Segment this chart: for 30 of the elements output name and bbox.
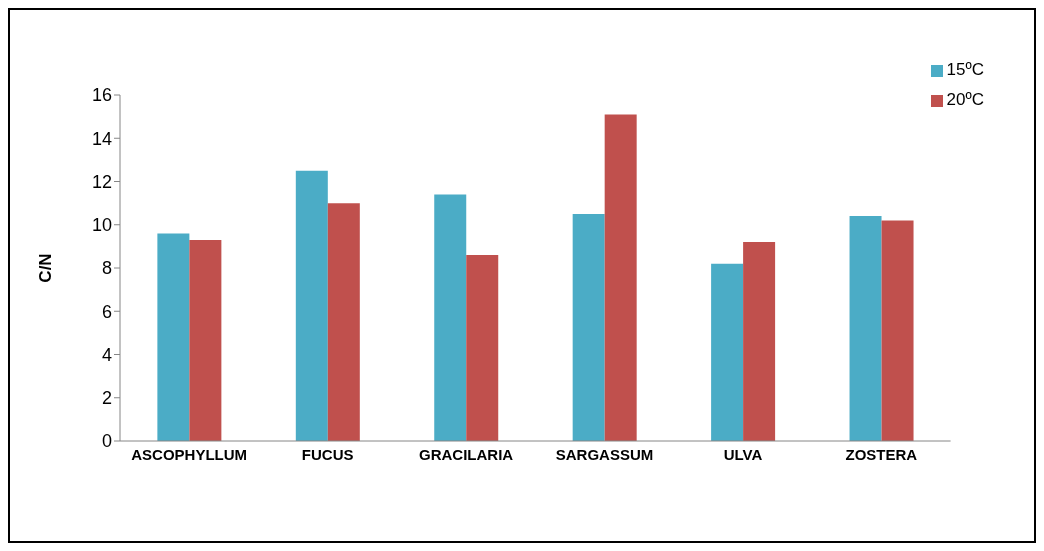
bar	[711, 263, 744, 441]
x-tick-label: ULVA	[723, 445, 763, 463]
y-tick-label: 0	[101, 431, 112, 452]
x-tick-label: GRACILARIA	[418, 445, 514, 463]
legend-label: 20ºC	[946, 90, 984, 109]
y-tick-label: 2	[101, 388, 112, 409]
bar	[327, 203, 360, 441]
bar	[604, 114, 637, 441]
bar	[466, 255, 499, 441]
bar	[295, 170, 328, 441]
x-tick-label: FUCUS	[301, 445, 354, 463]
y-tick-label: 4	[101, 344, 112, 365]
x-tick-label: ASCOPHYLLUM	[131, 445, 248, 463]
bar	[434, 194, 467, 441]
bar	[881, 220, 914, 441]
bar	[743, 242, 776, 441]
x-tick-label: ZOSTERA	[845, 445, 918, 463]
y-tick-label: 10	[91, 215, 112, 236]
bar	[189, 239, 222, 441]
y-tick-label: 16	[91, 85, 112, 106]
y-tick-label: 8	[101, 258, 112, 279]
x-tick-label: SARGASSUM	[555, 445, 654, 463]
bar	[572, 213, 605, 441]
y-tick-label: 6	[101, 301, 112, 322]
bar	[157, 233, 190, 441]
y-tick-label: 14	[91, 128, 112, 149]
y-axis-title: C/N	[36, 253, 56, 283]
bar	[849, 216, 882, 441]
legend-label: 15ºC	[946, 60, 984, 79]
y-tick-label: 12	[91, 171, 112, 192]
